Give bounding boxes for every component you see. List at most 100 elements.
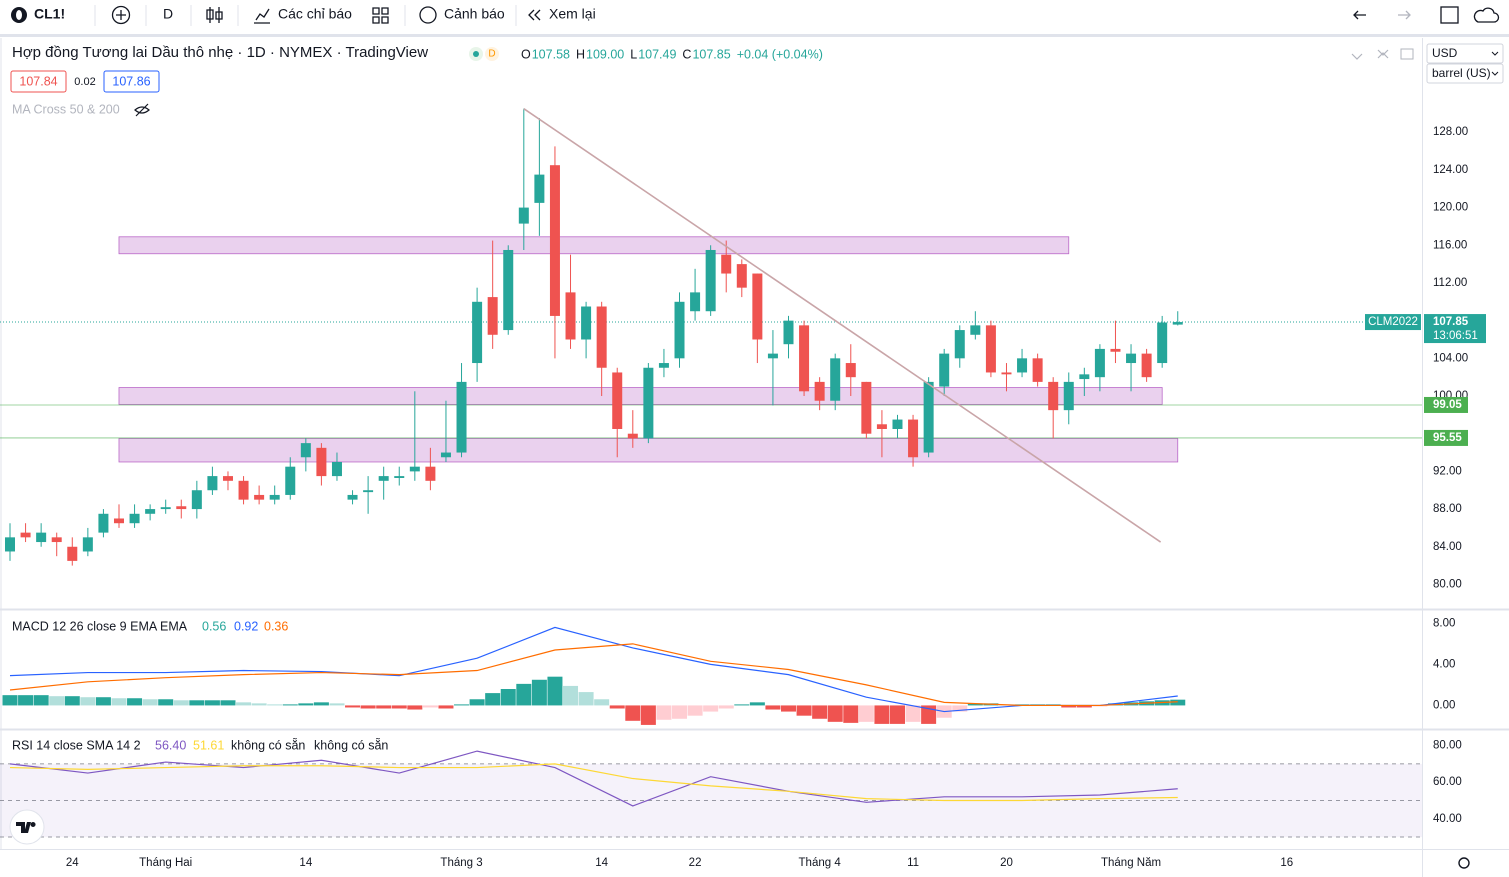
- macd-histogram: [422, 705, 438, 708]
- macd-title: MACD 12 26 close 9 EMA EMA: [12, 619, 188, 633]
- macd-tick-label: 0.00: [1433, 699, 1455, 711]
- candle-body: [440, 452, 451, 458]
- currency-select[interactable]: [1426, 43, 1504, 64]
- candle-body: [1017, 358, 1028, 373]
- macd-histogram: [329, 703, 345, 706]
- status-dot: [473, 51, 479, 57]
- macd-histogram: [407, 705, 423, 710]
- hidden-icon[interactable]: [134, 103, 150, 117]
- candle-body: [456, 381, 467, 453]
- level-box: [1424, 429, 1468, 446]
- y-tick-label: 116.00: [1433, 239, 1467, 251]
- x-tick-label: 20: [1000, 857, 1013, 869]
- undo[interactable]: [1353, 10, 1366, 20]
- ask-box[interactable]: [103, 70, 160, 93]
- x-tick-label: 22: [689, 857, 702, 869]
- candle-body: [269, 494, 280, 500]
- candle-body: [82, 537, 93, 552]
- macd-histogram: [236, 702, 252, 706]
- macd-histogram: [189, 700, 205, 706]
- candle-body: [1048, 381, 1059, 411]
- candle-body: [939, 353, 950, 387]
- chart-type[interactable]: [206, 7, 223, 23]
- candle-body: [331, 461, 342, 477]
- bid[interactable]: 107.84: [19, 74, 57, 88]
- macd-histogram: [703, 705, 719, 712]
- macd-histogram: [563, 685, 579, 706]
- ohlc-key: C: [682, 47, 691, 61]
- y-tick-label: 128.00: [1433, 126, 1468, 138]
- candle-body: [549, 165, 560, 316]
- macd-histogram: [781, 705, 796, 712]
- rsi-tick-label: 60.00: [1433, 776, 1462, 788]
- macd-histogram: [874, 705, 890, 724]
- candle-body: [487, 297, 498, 335]
- ohlc-value: 107.49: [638, 47, 676, 61]
- last-price-box: [1424, 314, 1486, 344]
- alert-icon[interactable]: [419, 6, 437, 24]
- macd-histogram: [734, 704, 750, 706]
- macd-histogram: [18, 695, 34, 706]
- macd-line: [9, 643, 1178, 707]
- macd-histogram: [220, 700, 236, 706]
- countdown: 13:06:51: [1433, 330, 1478, 342]
- candle-body: [799, 325, 810, 392]
- interval[interactable]: D: [163, 6, 173, 22]
- candle-body: [908, 419, 919, 458]
- ohlc-key: O: [521, 47, 531, 61]
- cloud[interactable]: [1473, 7, 1500, 23]
- indicators[interactable]: Các chỉ báo: [278, 6, 352, 22]
- rsi-tick-label: 80.00: [1433, 740, 1462, 752]
- macd-tick-label: 8.00: [1433, 617, 1455, 629]
- macd-histogram: [1061, 705, 1077, 708]
- settings[interactable]: [1458, 857, 1470, 869]
- y-tick-label: 92.00: [1433, 465, 1462, 477]
- zone: [118, 387, 1163, 405]
- macd-histogram: [749, 702, 765, 706]
- candle-body: [565, 292, 576, 340]
- candle-body: [254, 494, 265, 500]
- redo[interactable]: [1398, 10, 1411, 20]
- layouts[interactable]: [372, 7, 389, 24]
- y-tick-label: 104.00: [1433, 352, 1468, 364]
- replay[interactable]: Xem lại: [549, 6, 596, 22]
- caret: [1491, 71, 1499, 76]
- macd-histogram: [95, 697, 111, 706]
- macd-histogram: [251, 703, 267, 706]
- candle-body: [596, 306, 607, 368]
- macd-hist-value: 0.56: [202, 619, 226, 633]
- alerts[interactable]: Cảnh báo: [444, 6, 505, 22]
- replay-icon[interactable]: [528, 9, 541, 21]
- unit[interactable]: barrel (US): [1432, 66, 1491, 80]
- macd-histogram: [454, 704, 470, 706]
- indicators-icon[interactable]: [254, 8, 270, 24]
- candle-body: [721, 254, 732, 274]
- macd-histogram: [1076, 705, 1092, 708]
- rsi-na: không có sẵn: [231, 737, 305, 752]
- fullscreen[interactable]: [1440, 6, 1459, 24]
- candle-body: [425, 466, 436, 481]
- symbol[interactable]: CL1!: [34, 6, 65, 22]
- candle-body: [627, 433, 638, 439]
- macd-histogram: [142, 699, 158, 706]
- macd-histogram: [827, 705, 843, 722]
- candle-body: [783, 320, 794, 345]
- macd-histogram: [391, 705, 407, 709]
- candle-body: [160, 507, 171, 510]
- candle-body: [1172, 322, 1183, 325]
- zone: [118, 236, 1070, 255]
- candle-body: [1001, 372, 1012, 375]
- candle-body: [409, 466, 420, 472]
- macd-histogram: [858, 705, 874, 722]
- unit-select[interactable]: [1426, 63, 1504, 84]
- candle-body: [658, 363, 669, 368]
- pane-maximize[interactable]: [1400, 48, 1414, 60]
- ask[interactable]: 107.86: [112, 74, 150, 88]
- currency[interactable]: USD: [1432, 46, 1458, 60]
- pane-buttons[interactable]: [1351, 49, 1389, 60]
- macd-histogram: [158, 699, 174, 706]
- macd-value: 0.92: [234, 619, 258, 633]
- add-symbol[interactable]: [111, 5, 131, 25]
- candle-body: [472, 301, 483, 364]
- bid-box[interactable]: [10, 70, 67, 93]
